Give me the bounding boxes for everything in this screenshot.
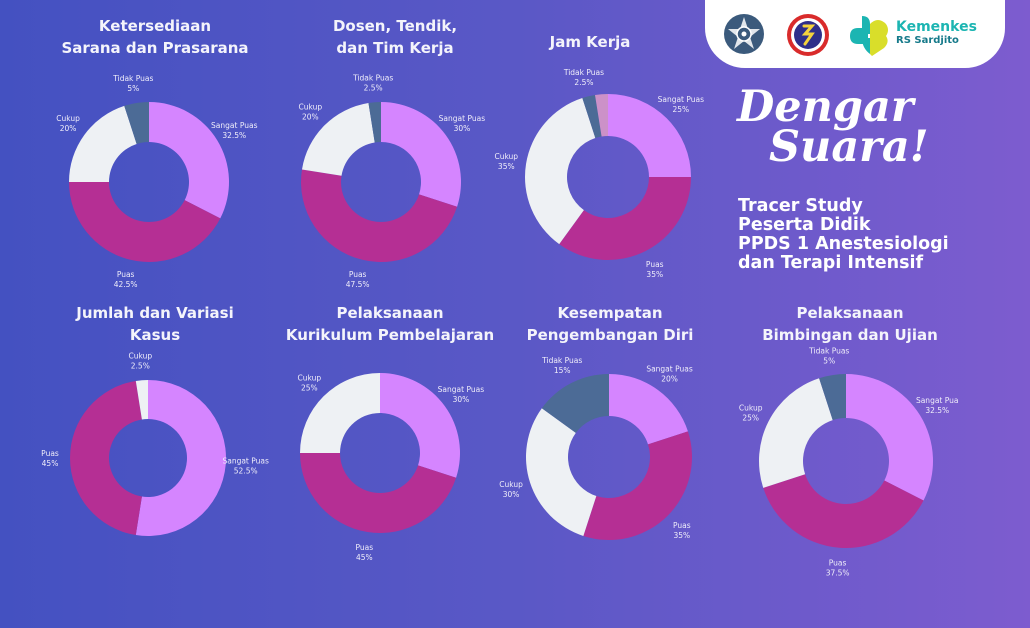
slice-label-cukup: Cukup 25% bbox=[297, 373, 321, 392]
slice-label-sangat-puas: Sangat Puas 52.5% bbox=[222, 457, 269, 476]
slice-label-sangat-puas: Sangat Puas 30% bbox=[439, 114, 486, 133]
slice-puas bbox=[763, 474, 924, 548]
slice-cukup bbox=[759, 378, 833, 488]
slice-puas bbox=[70, 380, 142, 536]
slice-puas bbox=[301, 169, 458, 262]
slice-label-cukup: Cukup 2.5% bbox=[128, 351, 152, 370]
slice-label-puas: Puas 35% bbox=[673, 521, 691, 540]
kemenkes-logo-icon bbox=[850, 16, 888, 56]
slice-cukup bbox=[526, 408, 597, 536]
slice-sangat-puas bbox=[846, 374, 933, 501]
slice-puas bbox=[583, 431, 692, 540]
slice-puas bbox=[559, 177, 691, 260]
slice-label-puas: Puas 42.5% bbox=[114, 270, 138, 289]
hero-title-line1: Dengar bbox=[737, 82, 914, 132]
chart-title-4: Pelaksanaan Kurikulum Pembelajaran bbox=[285, 304, 495, 344]
slice-label-cukup: Cukup 30% bbox=[499, 480, 523, 499]
slice-tidak-puas bbox=[368, 102, 381, 143]
medical-association-emblem-icon bbox=[787, 14, 829, 56]
slice-cukup bbox=[69, 105, 137, 182]
donut-chart-0: Sangat Puas 32.5% Puas 42.5% Cukup 20% Tidak P… bbox=[56, 74, 258, 289]
slice-label-cukup: Cukup 20% bbox=[298, 102, 322, 121]
slice-tidak-puas bbox=[819, 374, 846, 421]
slice-sangat-puas bbox=[609, 374, 688, 445]
slice-label-sangat-puas: Sangat Puas 32.5% bbox=[211, 121, 258, 140]
donut-chart-4: Sangat Puas 30% Puas 45% Cukup 25% bbox=[297, 373, 485, 562]
slice-label-tidak-puas: Tidak Puas 2.5% bbox=[352, 73, 393, 92]
slice-puas bbox=[300, 453, 457, 533]
slice-label-sangat-puas: Sangat Puas 25% bbox=[658, 95, 705, 114]
slice-label-puas: Puas 47.5% bbox=[346, 270, 370, 289]
slice-sangat-puas bbox=[149, 102, 230, 219]
slice-tidak-puas bbox=[124, 102, 149, 144]
kemenkes-wordmark: Kemenkes RS Sardjito bbox=[896, 20, 977, 46]
chart-title-0: Ketersediaan Sarana dan Prasarana bbox=[61, 17, 249, 57]
slice-label-sangat-puas: Sangat Puas 20% bbox=[646, 365, 693, 384]
chart-title-5: Kesempatan Pengembangan Diri bbox=[526, 304, 694, 344]
chart-title-1: Dosen, Tendik, dan Tim Kerja bbox=[332, 17, 458, 57]
chart-title-3: Jumlah dan Variasi Kasus bbox=[76, 304, 234, 344]
hero-subtitle: Tracer Study Peserta Didik PPDS 1 Aneste… bbox=[738, 196, 949, 273]
slice-label-sangat-puas: Sangat Puas 30% bbox=[438, 385, 485, 404]
donut-chart-3: Sangat Puas 52.5% Puas 45% Cukup 2.5% bbox=[41, 351, 269, 536]
donut-chart-1: Sangat Puas 30% Puas 47.5% Cukup 20% Tidak Pua… bbox=[298, 73, 486, 289]
slice-label-tidak-puas: Tidak Puas 5% bbox=[112, 74, 153, 93]
slice-lainnya bbox=[595, 94, 608, 137]
slice-cukup bbox=[135, 380, 148, 420]
donut-chart-2: Sangat Puas 25% Puas 35% Cukup 35% Tidak Puas 2… bbox=[494, 68, 705, 279]
slice-label-puas: Puas 37.5% bbox=[826, 559, 850, 578]
chart-title-2: Jam Kerja bbox=[549, 33, 631, 51]
donut-chart-6: Sangat Pua 32.5% Puas 37.5% Cukup 25% Tidak Pu… bbox=[739, 346, 959, 578]
hero-title: Dengar Suara! bbox=[737, 82, 1017, 172]
slice-sangat-puas bbox=[381, 102, 461, 207]
slice-label-tidak-puas: Tidak Puas 5% bbox=[808, 346, 849, 365]
kemenkes-sub: RS Sardjito bbox=[896, 35, 959, 46]
kemenkes-name: Kemenkes bbox=[896, 19, 977, 35]
slice-cukup bbox=[525, 98, 596, 245]
university-emblem-icon bbox=[724, 14, 764, 54]
slice-label-puas: Puas 35% bbox=[646, 260, 664, 279]
slice-tidak-puas bbox=[541, 374, 609, 433]
slice-cukup bbox=[301, 102, 375, 176]
slice-tidak-puas bbox=[582, 95, 602, 139]
slice-label-cukup: Cukup 25% bbox=[739, 403, 763, 422]
slice-label-tidak-puas: Tidak Puas 2.5% bbox=[563, 68, 604, 87]
slice-label-puas: Puas 45% bbox=[41, 449, 59, 468]
slice-label-tidak-puas: Tidak Puas 15% bbox=[541, 356, 582, 375]
slice-sangat-puas bbox=[380, 373, 460, 478]
slice-sangat-puas bbox=[608, 94, 691, 177]
hero-title-line2: Suara! bbox=[769, 122, 929, 172]
slice-sangat-puas bbox=[135, 380, 227, 536]
slice-label-puas: Puas 45% bbox=[356, 543, 374, 562]
slice-puas bbox=[69, 182, 221, 263]
slice-label-cukup: Cukup 35% bbox=[494, 152, 518, 171]
donut-chart-5: Sangat Puas 20% Puas 35% Cukup 30% Tidak Puas 1… bbox=[499, 356, 693, 540]
chart-title-6: Pelaksanaan Bimbingan dan Ujian bbox=[762, 304, 938, 344]
slice-label-cukup: Cukup 20% bbox=[56, 114, 80, 133]
slice-label-sangat-puas: Sangat Pua 32.5% bbox=[916, 396, 959, 415]
slice-cukup bbox=[300, 373, 380, 453]
